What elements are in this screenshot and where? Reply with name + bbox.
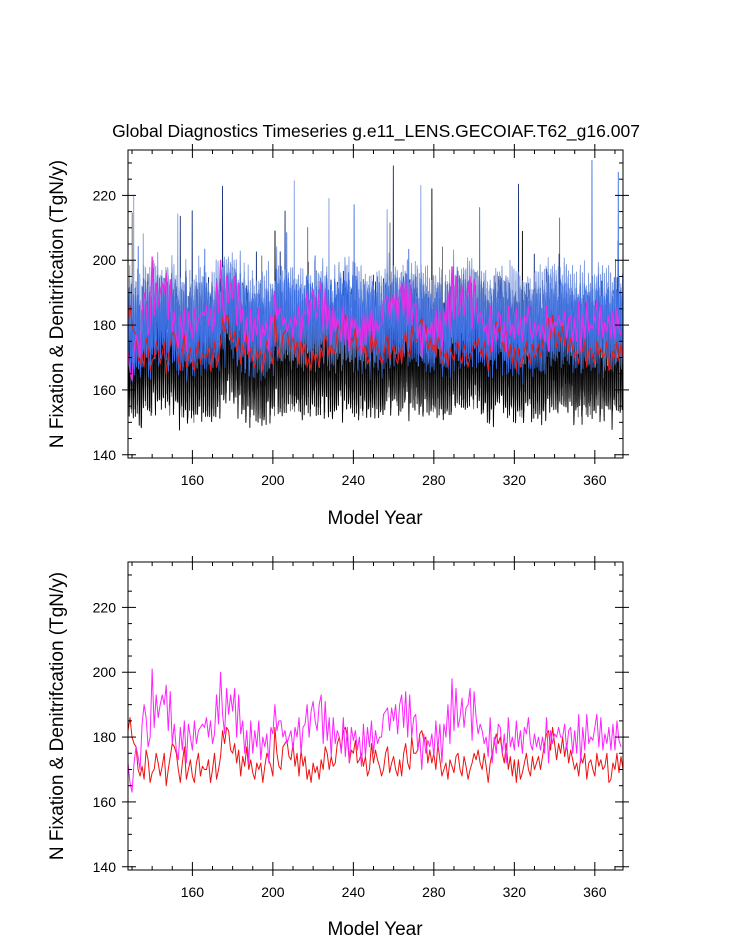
bottom-x-axis-label: Model Year (327, 919, 423, 940)
top-x-tick-label: 160 (181, 472, 205, 488)
figure-title: Global Diagnostics Timeseries g.e11_LENS… (112, 121, 640, 142)
bottom-x-tick-label: 200 (261, 884, 285, 900)
top-x-tick-label: 200 (261, 472, 285, 488)
bottom-y-tick-label: 220 (93, 599, 117, 615)
top-plot-area (128, 160, 623, 431)
top-annual-magenta-line (128, 256, 622, 381)
bottom-y-tick-label: 200 (93, 664, 117, 680)
top-x-tick-label: 320 (503, 472, 527, 488)
bottom-plot-frame (127, 561, 624, 871)
bottom-denitrification-line (128, 717, 623, 787)
top-annual-red-line (128, 305, 623, 375)
bottom-x-tick-label: 320 (503, 884, 527, 900)
bottom-panel: 160 200 240 280 320 360 140 160 180 200 220 Model … (47, 556, 629, 940)
top-axis-ticks: 160 200 240 280 320 360 140 160 180 200 220 (93, 144, 629, 488)
bottom-plot-area (128, 668, 623, 793)
top-y-tick-label: 180 (93, 317, 117, 333)
bottom-y-tick-label: 140 (93, 859, 117, 875)
top-y-tick-label: 200 (93, 252, 117, 268)
top-plot-frame (127, 149, 624, 459)
top-y-tick-label: 140 (93, 447, 117, 463)
top-panel: 160 200 240 280 320 360 140 160 180 200 220 Model … (47, 144, 629, 529)
bottom-axis-ticks: 160 200 240 280 320 360 140 160 180 200 220 (93, 556, 629, 900)
top-x-tick-label: 280 (422, 472, 446, 488)
bottom-y-tick-label: 180 (93, 729, 117, 745)
top-x-tick-label: 240 (342, 472, 366, 488)
bottom-x-tick-label: 160 (181, 884, 205, 900)
top-y-axis-label: N Fixation & Denitrifcation (TgN/y) (47, 160, 68, 448)
bottom-n-fixation-line (128, 668, 622, 793)
top-x-tick-label: 360 (583, 472, 607, 488)
bottom-y-tick-label: 160 (93, 794, 117, 810)
bottom-y-axis-label: N Fixation & Denitrifcation (TgN/y) (47, 572, 68, 860)
bottom-x-tick-label: 240 (342, 884, 366, 900)
bottom-x-tick-label: 280 (422, 884, 446, 900)
top-x-axis-label: Model Year (327, 508, 423, 529)
top-y-tick-label: 220 (93, 187, 117, 203)
top-y-tick-label: 160 (93, 382, 117, 398)
bottom-x-tick-label: 360 (583, 884, 607, 900)
